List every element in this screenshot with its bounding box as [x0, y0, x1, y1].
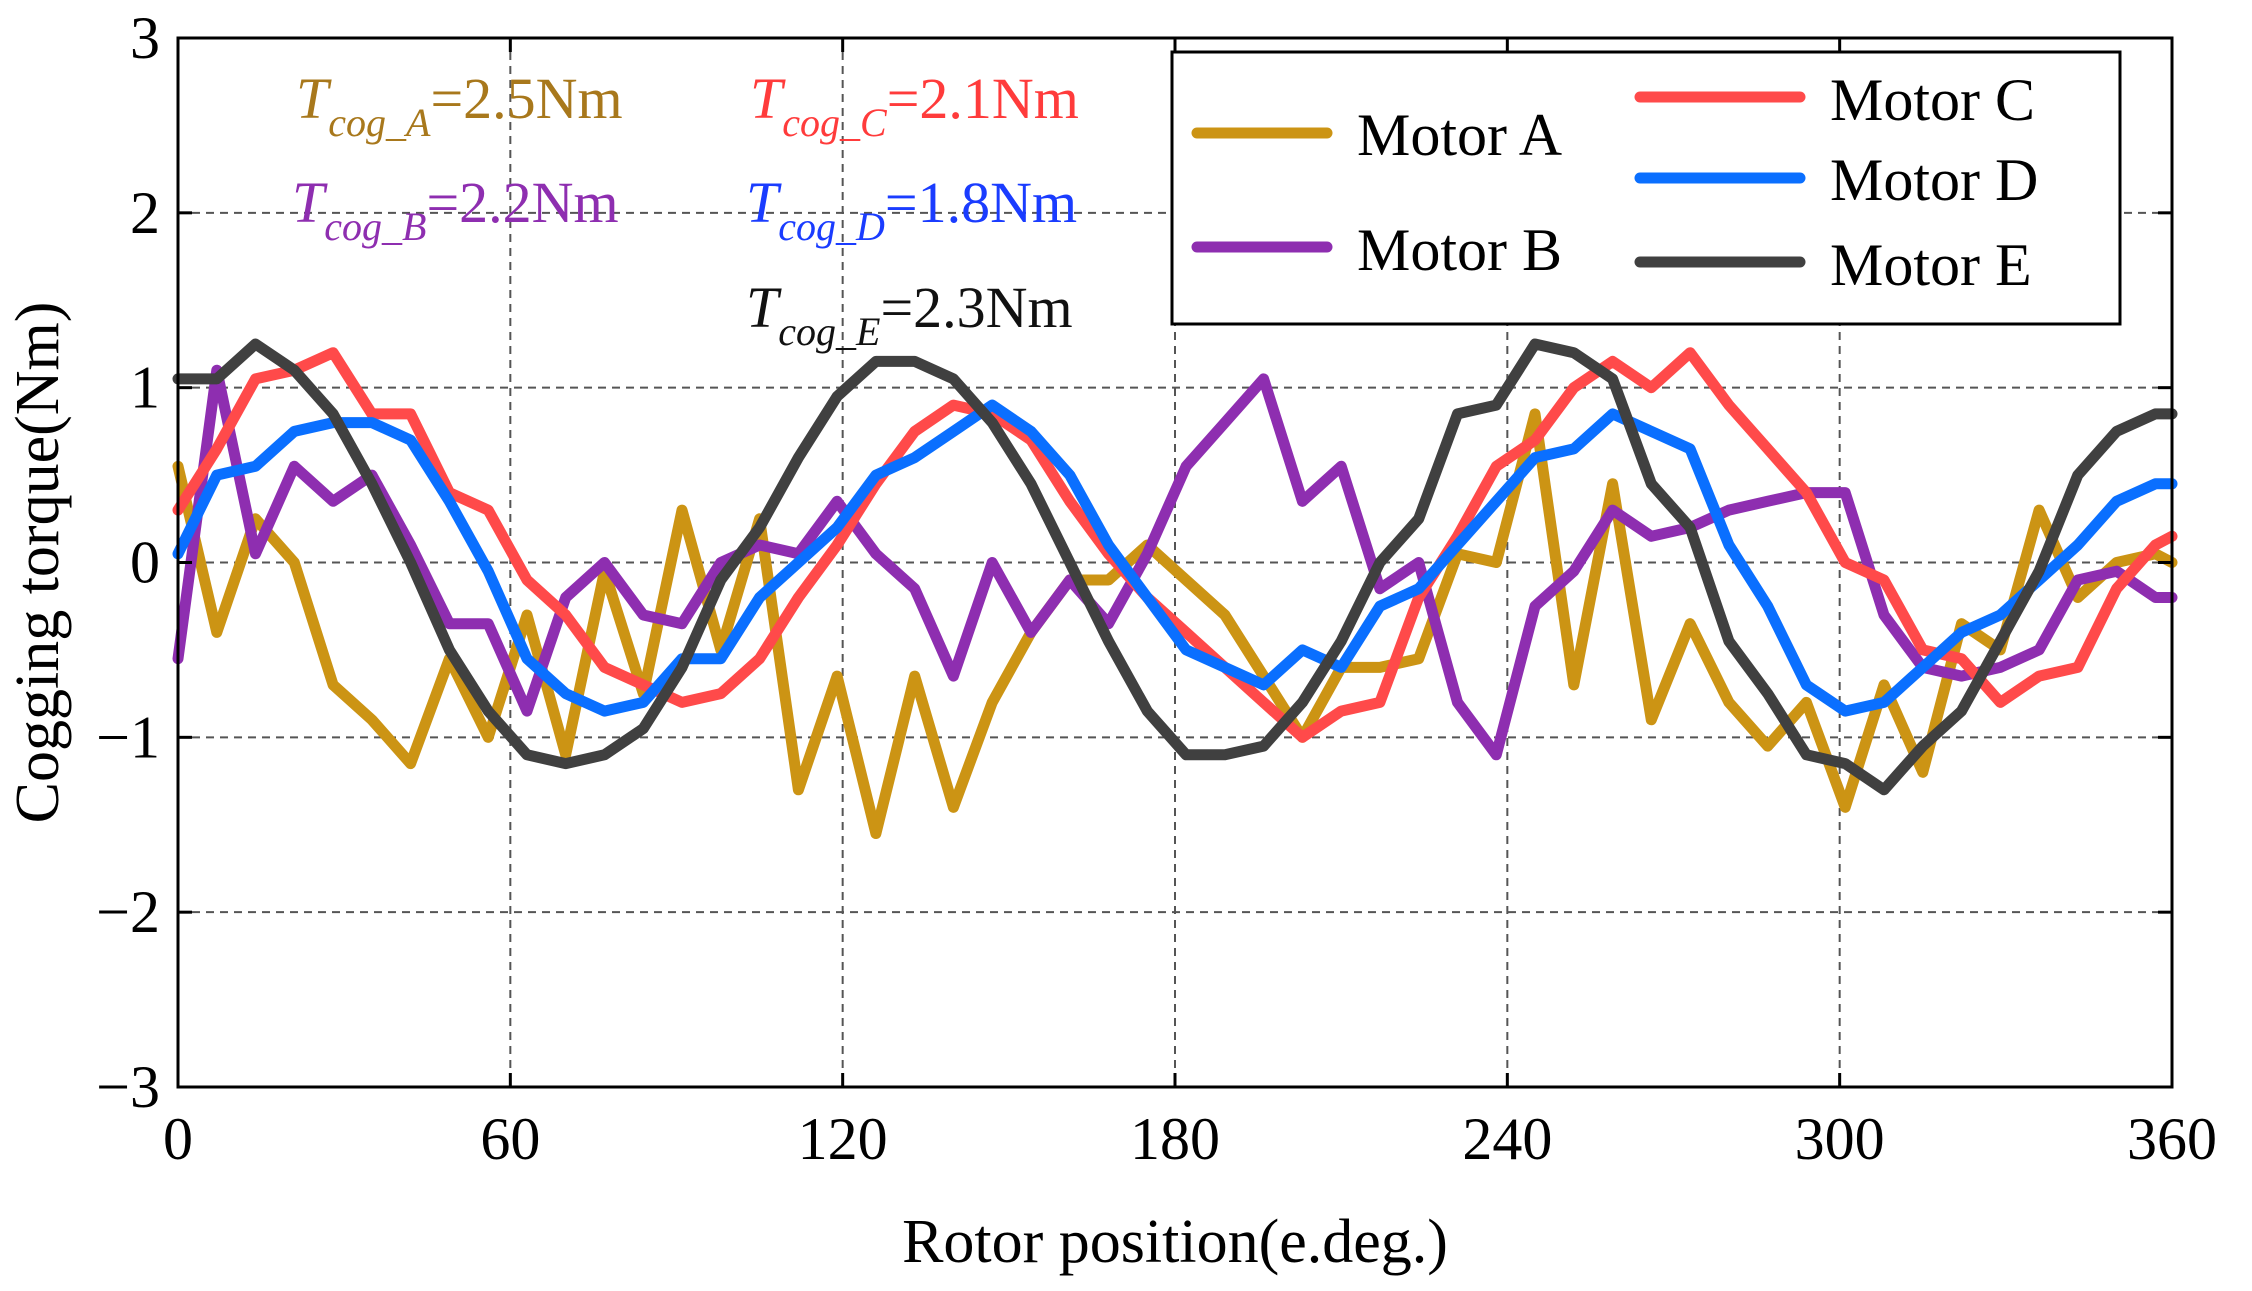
annotation-subscript: cog_C	[782, 100, 888, 145]
annotation-value: =2.2Nm	[426, 170, 618, 235]
annotation-cog-B: Tcog_B=2.2Nm	[292, 170, 619, 249]
annotation-subscript: cog_E	[778, 309, 880, 354]
legend-label-motor-c: Motor C	[1830, 67, 2035, 133]
annotation-cog-E: Tcog_E=2.3Nm	[746, 275, 1073, 354]
annotation-value: =1.8Nm	[885, 170, 1077, 235]
x-tick-label: 300	[1795, 1106, 1885, 1172]
annotation-value: =2.5Nm	[430, 66, 622, 131]
y-tick-label: 3	[130, 5, 160, 71]
annotation-symbol: T	[750, 66, 786, 131]
annotation-cog-D: Tcog_D=1.8Nm	[746, 170, 1077, 249]
y-tick-label: 0	[130, 530, 160, 596]
annotation-value: =2.1Nm	[887, 66, 1079, 131]
y-tick-label: −2	[96, 879, 160, 945]
x-tick-label: 60	[480, 1106, 540, 1172]
x-tick-label: 360	[2127, 1106, 2217, 1172]
series-line-motor-c	[172, 347, 2178, 743]
y-axis-title: Cogging torque(Nm)	[4, 302, 72, 824]
annotation-symbol: T	[292, 170, 328, 235]
annotation-symbol: T	[296, 66, 332, 131]
plot-series	[172, 338, 2178, 839]
legend-label-motor-b: Motor B	[1357, 217, 1562, 283]
x-tick-label: 0	[163, 1106, 193, 1172]
annotation-symbol: T	[746, 170, 782, 235]
y-tick-label: −1	[96, 704, 160, 770]
x-tick-label: 240	[1462, 1106, 1552, 1172]
y-tick-label: −3	[96, 1054, 160, 1120]
legend-label-motor-a: Motor A	[1357, 102, 1562, 168]
x-tick-label: 180	[1130, 1106, 1220, 1172]
series-line-motor-d	[172, 399, 2178, 717]
annotation-value: =2.3Nm	[880, 275, 1072, 340]
y-tick-label: 2	[130, 180, 160, 246]
y-tick-label: 1	[130, 355, 160, 421]
annotation-subscript: cog_D	[778, 204, 885, 249]
legend-label-motor-d: Motor D	[1830, 147, 2038, 213]
legend: Motor A Motor B Motor C Motor D Motor E	[1170, 50, 2122, 326]
annotation-symbol: T	[746, 275, 782, 340]
legend-label-motor-e: Motor E	[1830, 232, 2032, 298]
annotation-cog-A: Tcog_A=2.5Nm	[296, 66, 623, 145]
axis-ticks: 0 60 120 180 240 300 360 −3 −2 −1 0 1 2 3	[96, 5, 2217, 1172]
x-tick-label: 120	[798, 1106, 888, 1172]
annotation-subscript: cog_A	[328, 100, 431, 145]
series-line-motor-b	[172, 364, 2178, 761]
series-line-motor-e	[172, 338, 2178, 796]
annotation-cog-C: Tcog_C=2.1Nm	[750, 66, 1079, 145]
annotation-subscript: cog_B	[324, 204, 426, 249]
x-axis-title: Rotor position(e.deg.)	[902, 1208, 1448, 1276]
